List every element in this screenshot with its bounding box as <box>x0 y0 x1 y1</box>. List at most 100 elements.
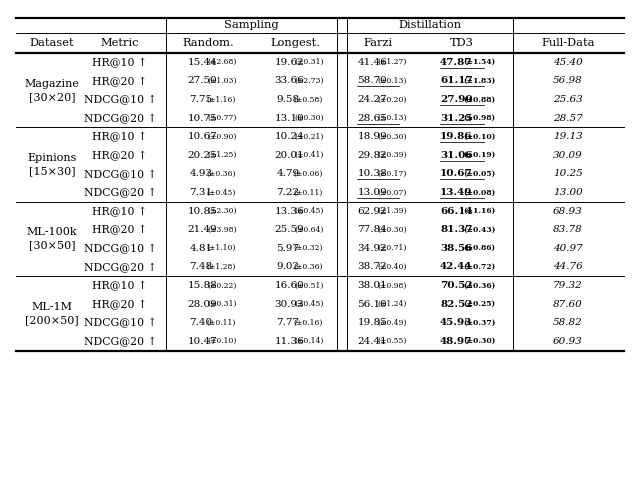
Text: (±0.05): (±0.05) <box>463 170 495 178</box>
Text: 40.97: 40.97 <box>553 244 583 253</box>
Text: HR@10 ↑: HR@10 ↑ <box>92 280 148 291</box>
Text: (±0.11): (±0.11) <box>293 188 323 196</box>
Text: 7.40: 7.40 <box>189 318 212 327</box>
Text: (±0.17): (±0.17) <box>378 170 407 178</box>
Text: (±0.72): (±0.72) <box>463 263 495 271</box>
Text: (±0.39): (±0.39) <box>378 151 407 160</box>
Text: 19.62: 19.62 <box>275 58 304 67</box>
Text: 10.85: 10.85 <box>188 207 217 216</box>
Text: Dataset: Dataset <box>29 38 74 48</box>
Text: 44.76: 44.76 <box>553 262 583 271</box>
Text: (±1.83): (±1.83) <box>463 77 495 85</box>
Text: (±0.06): (±0.06) <box>293 170 323 178</box>
Text: 7.31: 7.31 <box>189 188 212 197</box>
Text: (±0.77): (±0.77) <box>208 114 237 122</box>
Text: (±1.24): (±1.24) <box>378 300 407 308</box>
Text: 87.60: 87.60 <box>553 300 583 309</box>
Text: 21.49: 21.49 <box>188 225 217 234</box>
Text: NDCG@10 ↑: NDCG@10 ↑ <box>84 244 156 253</box>
Text: 56.10: 56.10 <box>357 300 387 309</box>
Text: (±0.40): (±0.40) <box>378 263 407 271</box>
Text: HR@20 ↑: HR@20 ↑ <box>92 299 148 309</box>
Text: 13.49: 13.49 <box>440 188 472 197</box>
Text: 25.63: 25.63 <box>553 95 583 104</box>
Text: 77.84: 77.84 <box>357 225 387 234</box>
Text: 15.88: 15.88 <box>188 281 217 290</box>
Text: (±0.20): (±0.20) <box>378 95 407 103</box>
Text: Random.: Random. <box>182 38 234 48</box>
Text: 7.75: 7.75 <box>189 95 212 104</box>
Text: 24.27: 24.27 <box>357 95 387 104</box>
Text: Full-Data: Full-Data <box>541 38 595 48</box>
Text: (±0.36): (±0.36) <box>463 281 495 289</box>
Text: (±0.71): (±0.71) <box>378 245 407 252</box>
Text: (±0.31): (±0.31) <box>295 58 324 66</box>
Text: (±0.30): (±0.30) <box>295 114 324 122</box>
Text: NDCG@20 ↑: NDCG@20 ↑ <box>84 262 156 272</box>
Text: (±1.03): (±1.03) <box>208 77 237 85</box>
Text: 25.59: 25.59 <box>275 225 304 234</box>
Text: 10.75: 10.75 <box>188 114 217 123</box>
Text: 58.70: 58.70 <box>357 77 387 85</box>
Text: 18.99: 18.99 <box>357 132 387 141</box>
Text: (±0.32): (±0.32) <box>293 245 323 252</box>
Text: 70.52: 70.52 <box>440 281 473 290</box>
Text: 38.01: 38.01 <box>357 281 387 290</box>
Text: (±1.28): (±1.28) <box>206 263 236 271</box>
Text: 11.36: 11.36 <box>275 337 304 346</box>
Text: 28.65: 28.65 <box>357 114 387 123</box>
Text: (±0.98): (±0.98) <box>463 114 495 122</box>
Text: 31.25: 31.25 <box>440 114 472 123</box>
Text: (±0.11): (±0.11) <box>206 319 236 327</box>
Text: Sampling: Sampling <box>224 20 279 30</box>
Text: (±2.73): (±2.73) <box>295 77 324 85</box>
Text: 61.17: 61.17 <box>440 77 473 85</box>
Text: (±0.88): (±0.88) <box>463 95 495 103</box>
Text: HR@20 ↑: HR@20 ↑ <box>92 150 148 161</box>
Text: 29.82: 29.82 <box>357 151 387 160</box>
Text: 10.67: 10.67 <box>440 169 473 178</box>
Text: (±3.98): (±3.98) <box>208 226 237 234</box>
Text: ML-100k
[30×50]: ML-100k [30×50] <box>27 228 77 250</box>
Text: 41.46: 41.46 <box>357 58 387 67</box>
Text: (±0.90): (±0.90) <box>208 133 237 141</box>
Text: 16.60: 16.60 <box>275 281 304 290</box>
Text: HR@10 ↑: HR@10 ↑ <box>92 206 148 216</box>
Text: (±0.45): (±0.45) <box>295 207 324 215</box>
Text: (±2.30): (±2.30) <box>208 207 237 215</box>
Text: 34.92: 34.92 <box>357 244 387 253</box>
Text: 10.25: 10.25 <box>553 169 583 178</box>
Text: (±0.13): (±0.13) <box>378 114 407 122</box>
Text: NDCG@10 ↑: NDCG@10 ↑ <box>84 94 156 104</box>
Text: 60.93: 60.93 <box>553 337 583 346</box>
Text: NDCG@20 ↑: NDCG@20 ↑ <box>84 113 156 123</box>
Text: (±0.58): (±0.58) <box>293 95 323 103</box>
Text: 38.72: 38.72 <box>357 262 387 271</box>
Text: 19.85: 19.85 <box>357 318 387 327</box>
Text: Epinions
[15×30]: Epinions [15×30] <box>28 153 77 176</box>
Text: 27.50: 27.50 <box>188 77 217 85</box>
Text: HR@10 ↑: HR@10 ↑ <box>92 132 148 142</box>
Text: (±0.36): (±0.36) <box>293 263 323 271</box>
Text: (±0.25): (±0.25) <box>463 300 495 308</box>
Text: 9.02: 9.02 <box>276 262 300 271</box>
Text: 10.47: 10.47 <box>188 337 217 346</box>
Text: 47.87: 47.87 <box>440 58 472 67</box>
Text: (±2.68): (±2.68) <box>208 58 237 66</box>
Text: NDCG@20 ↑: NDCG@20 ↑ <box>84 336 156 346</box>
Text: 7.77: 7.77 <box>276 318 300 327</box>
Text: (±1.16): (±1.16) <box>463 207 495 215</box>
Text: 5.97: 5.97 <box>276 244 300 253</box>
Text: HR@10 ↑: HR@10 ↑ <box>92 57 148 67</box>
Text: 42.44: 42.44 <box>440 262 472 271</box>
Text: 4.79: 4.79 <box>276 169 300 178</box>
Text: Distillation: Distillation <box>399 20 461 30</box>
Text: (±1.16): (±1.16) <box>206 95 236 103</box>
Text: 9.58: 9.58 <box>276 95 300 104</box>
Text: (±0.10): (±0.10) <box>463 133 495 141</box>
Text: (±0.30): (±0.30) <box>378 133 407 141</box>
Text: (±1.27): (±1.27) <box>378 58 407 66</box>
Text: (±0.16): (±0.16) <box>293 319 323 327</box>
Text: 30.93: 30.93 <box>275 300 304 309</box>
Text: 13.36: 13.36 <box>275 207 304 216</box>
